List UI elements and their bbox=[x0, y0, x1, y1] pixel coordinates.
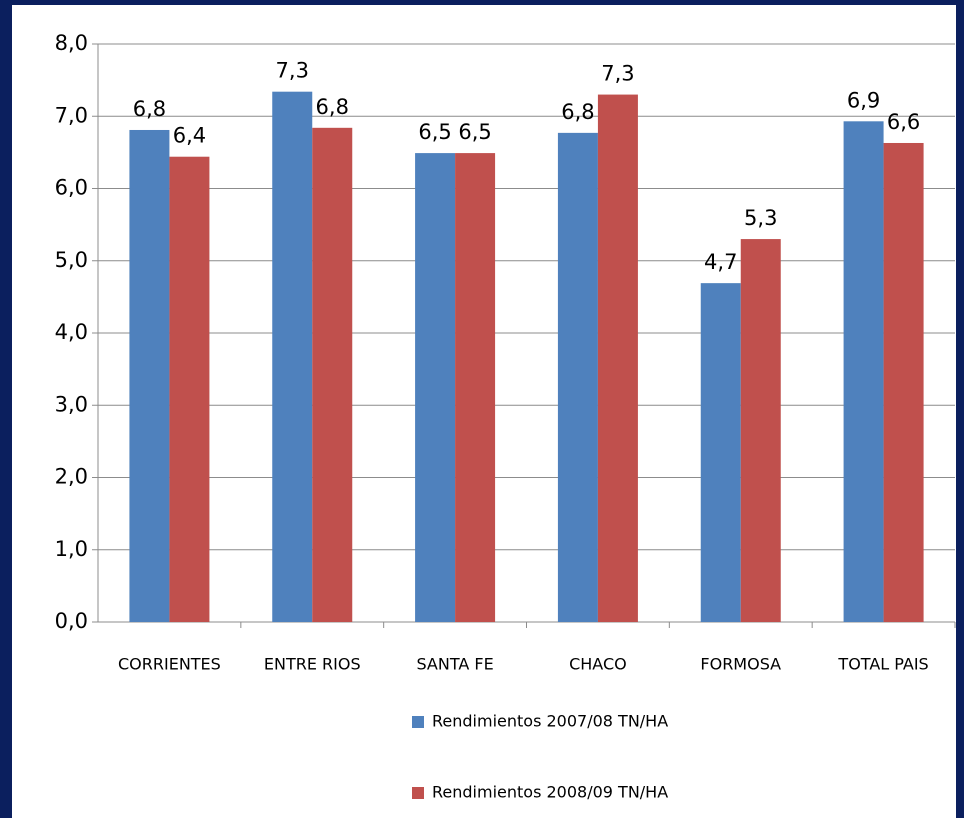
value-label: 6,8 bbox=[316, 95, 349, 119]
x-tick-label: FORMOSA bbox=[700, 655, 781, 674]
value-label: 6,8 bbox=[133, 97, 166, 121]
bar bbox=[129, 129, 170, 622]
value-label: 5,3 bbox=[744, 206, 777, 230]
bar bbox=[557, 132, 598, 622]
value-label: 6,6 bbox=[887, 110, 920, 134]
bar bbox=[169, 156, 210, 622]
legend-label: Rendimientos 2007/08 TN/HA bbox=[432, 712, 668, 731]
y-tick-label: 1,0 bbox=[55, 537, 88, 561]
value-label: 6,8 bbox=[561, 100, 594, 124]
x-tick-label: SANTA FE bbox=[416, 655, 493, 674]
chart: 0,0 1,0 2,0 3,0 4,0 5,0 6,0 7,0 8,0 CORRIENTES 6,8… bbox=[55, 31, 956, 802]
y-tick-label: 7,0 bbox=[55, 103, 88, 127]
bar bbox=[455, 153, 496, 622]
bar bbox=[883, 142, 924, 623]
x-tick-label: TOTAL PAIS bbox=[837, 655, 928, 674]
bar bbox=[415, 153, 456, 622]
y-tick-label: 4,0 bbox=[55, 320, 88, 344]
legend-label: Rendimientos 2008/09 TN/HA bbox=[432, 783, 668, 802]
value-label: 7,3 bbox=[601, 62, 634, 86]
value-label: 4,7 bbox=[704, 250, 737, 274]
y-tick-label: 6,0 bbox=[55, 176, 88, 200]
x-tick-label: ENTRE RIOS bbox=[264, 655, 361, 674]
bar bbox=[272, 91, 313, 622]
x-tick-label: CORRIENTES bbox=[118, 655, 221, 674]
x-tick-label: CHACO bbox=[569, 655, 627, 674]
value-label: 6,9 bbox=[847, 88, 880, 112]
y-tick-label: 3,0 bbox=[55, 392, 88, 416]
bar bbox=[312, 127, 353, 622]
y-tick-label: 0,0 bbox=[55, 609, 88, 633]
value-label: 6,4 bbox=[173, 124, 206, 148]
bar bbox=[700, 283, 741, 622]
y-tick-label: 8,0 bbox=[55, 31, 88, 55]
y-tick-label: 5,0 bbox=[55, 248, 88, 272]
y-tick-label: 2,0 bbox=[55, 465, 88, 489]
value-label: 6,5 bbox=[458, 120, 491, 144]
legend-swatch bbox=[412, 716, 424, 728]
bar bbox=[597, 94, 638, 622]
value-label: 6,5 bbox=[418, 120, 451, 144]
legend-swatch bbox=[412, 787, 424, 799]
bar bbox=[740, 239, 781, 622]
bar bbox=[843, 121, 884, 623]
value-label: 7,3 bbox=[276, 59, 309, 83]
